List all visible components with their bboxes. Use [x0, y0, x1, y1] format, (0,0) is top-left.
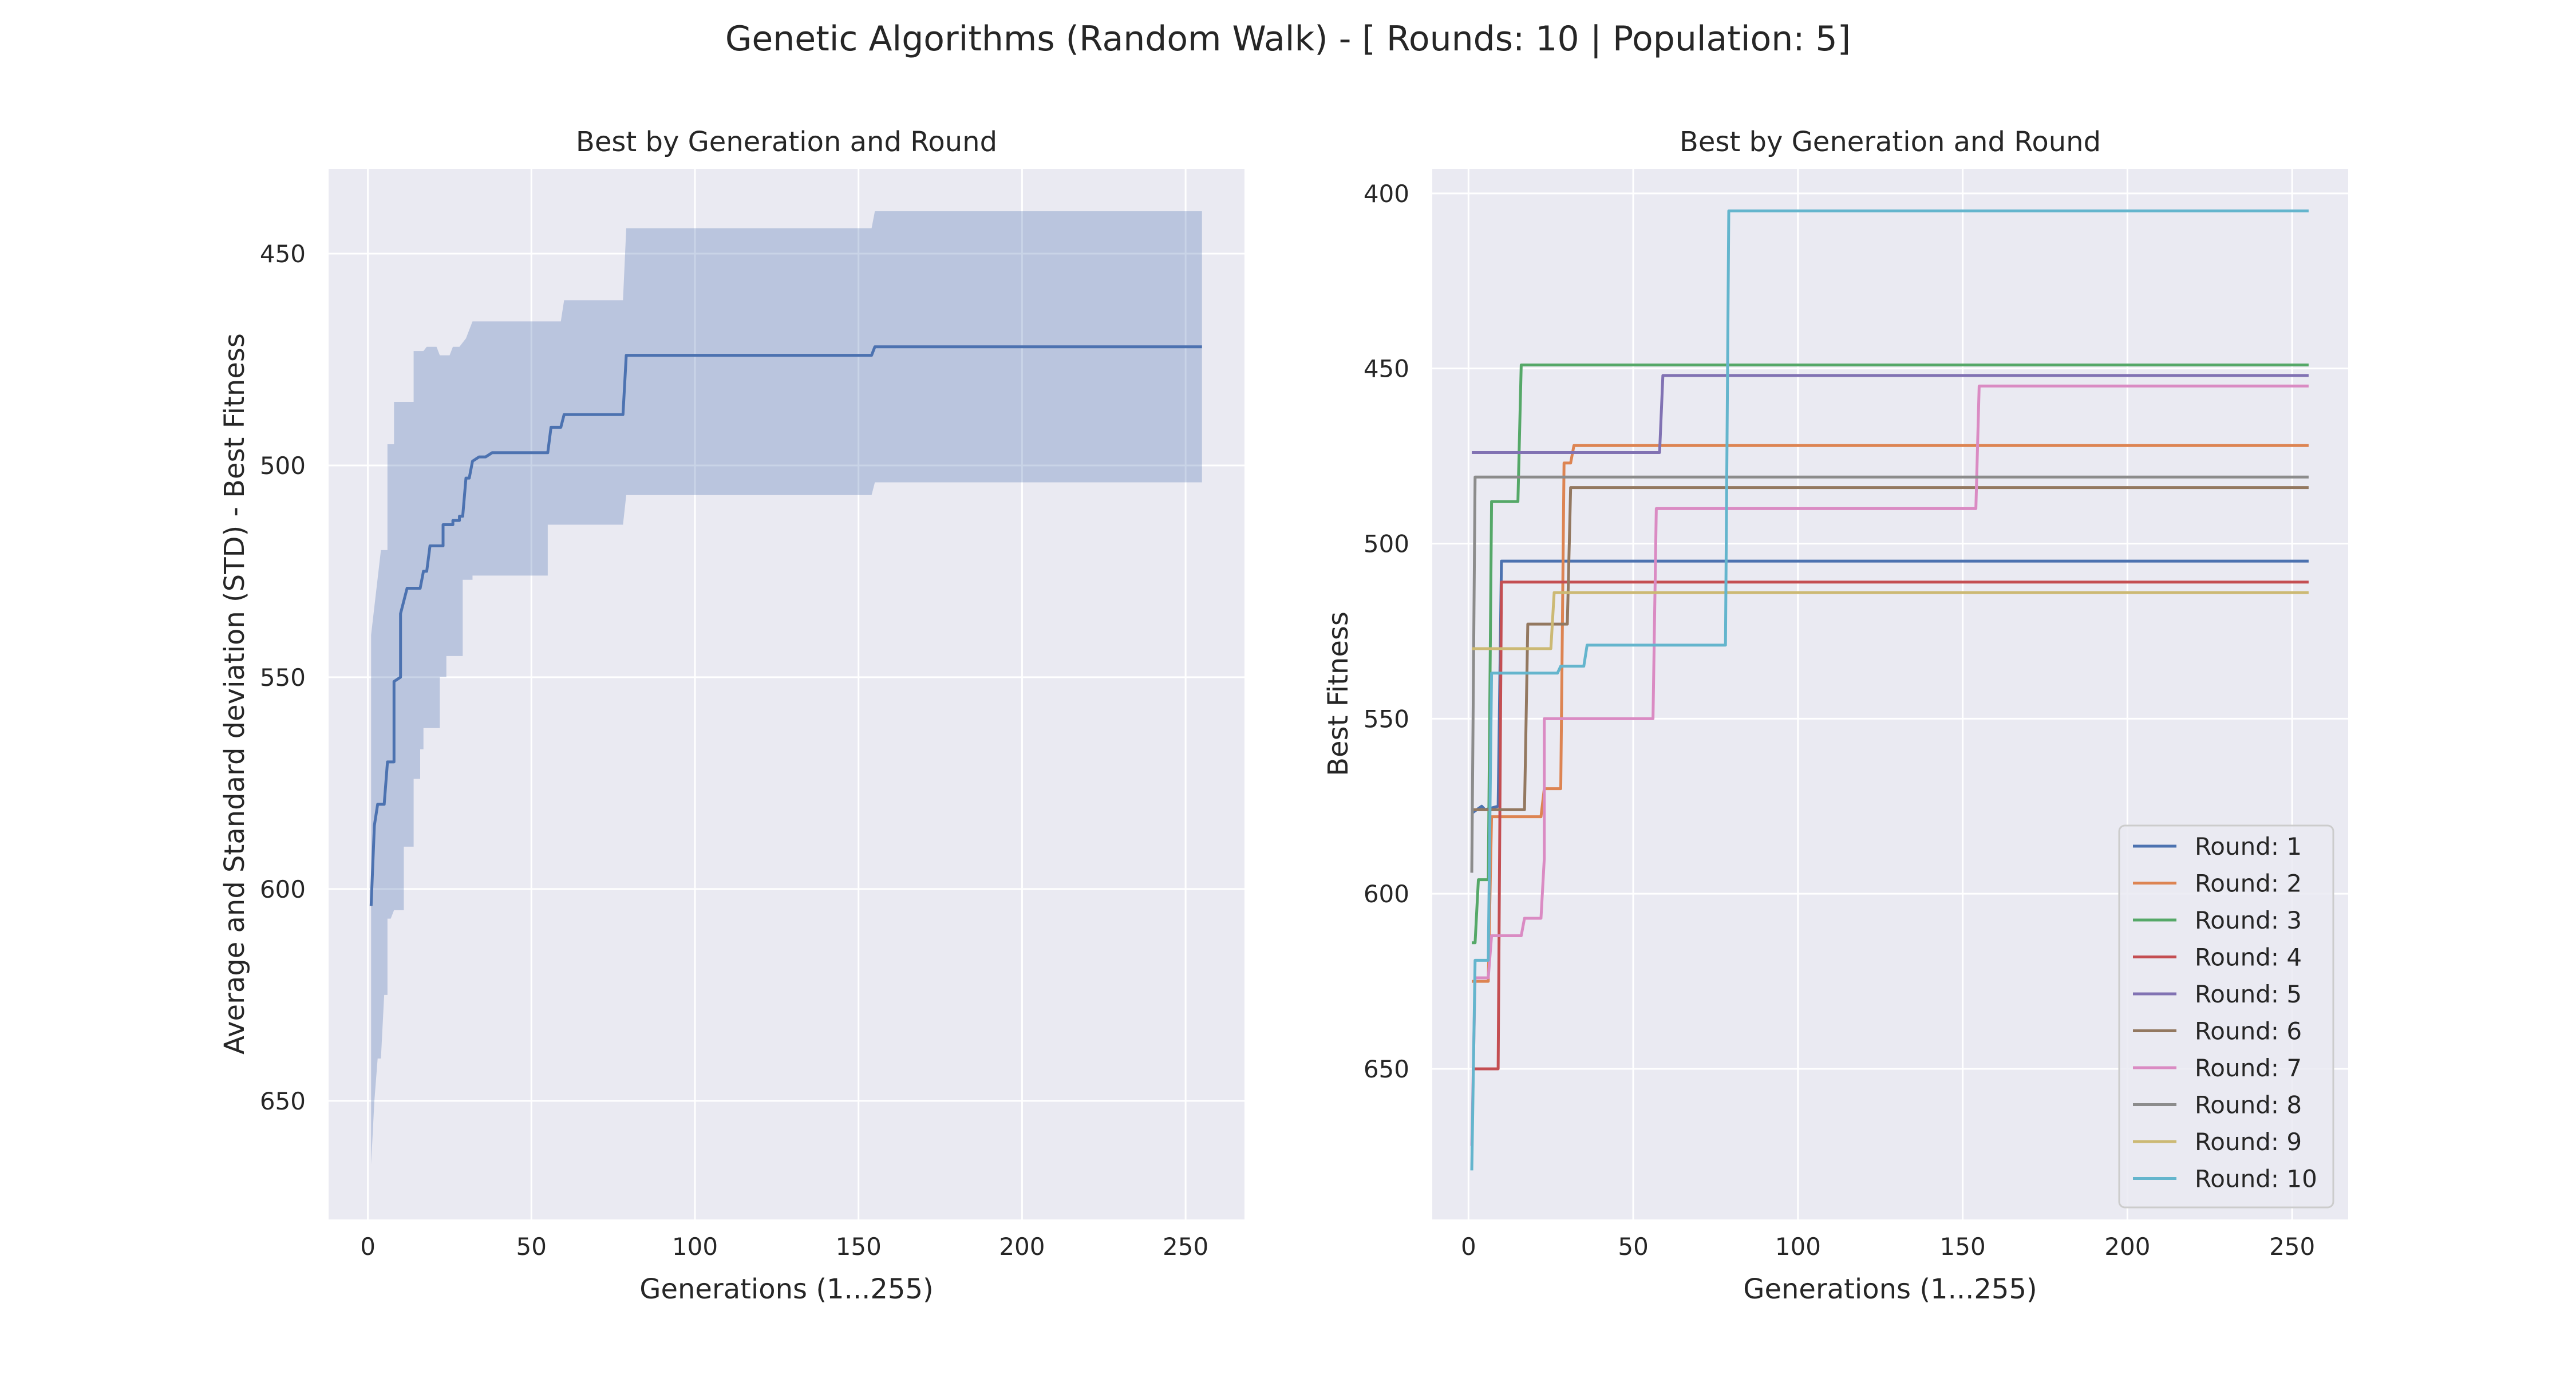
chart-left: 0 50 100 150 200 250 450 500 550 600 650 Best by … [219, 126, 1244, 1305]
right-y-tick-label: 600 [1364, 880, 1409, 908]
right-x-tick-label: 250 [2269, 1233, 2315, 1261]
left-std-band [371, 211, 1202, 1164]
right-x-tick-label: 200 [2104, 1233, 2150, 1261]
left-y-tick-label: 600 [260, 875, 306, 903]
right-series-round-10 [1470, 209, 2309, 1171]
right-x-tick-label: 150 [1940, 1233, 1986, 1261]
legend-entry-round-4: Round: 4 [2133, 943, 2302, 972]
legend-entry-round-7: Round: 7 [2133, 1054, 2302, 1082]
left-std-band-layer [371, 211, 1202, 1164]
right-series-round-1 [1471, 559, 2309, 815]
right-series-round-4 [1472, 581, 2309, 1071]
legend-entry-round-5: Round: 5 [2133, 980, 2302, 1008]
right-y-tick-label: 550 [1364, 705, 1409, 733]
legend-label: Round: 6 [2195, 1017, 2302, 1045]
left-x-tick-labels: 0 50 100 150 200 250 [360, 1233, 1208, 1261]
left-x-tick-label: 0 [360, 1233, 376, 1261]
right-y-tick-labels: 400 450 500 550 600 650 [1364, 180, 1409, 1083]
right-series-round-3 [1472, 364, 2309, 945]
left-y-tick-label: 500 [260, 452, 306, 480]
right-series-round-6 [1472, 486, 2309, 811]
right-series-round-9 [1472, 591, 2309, 650]
left-x-tick-label: 150 [836, 1233, 882, 1261]
legend-entry-round-2: Round: 2 [2133, 870, 2302, 898]
left-y-tick-label: 550 [260, 664, 306, 692]
left-plot-area [329, 169, 1244, 1219]
right-x-tick-labels: 0 50 100 150 200 250 [1461, 1233, 2315, 1261]
legend-entry-round-10: Round: 10 [2133, 1165, 2317, 1193]
legend-label: Round: 10 [2195, 1165, 2317, 1193]
right-y-tick-label: 500 [1364, 530, 1409, 558]
left-mean-line [369, 345, 1202, 906]
legend-label: Round: 3 [2195, 906, 2302, 934]
left-x-tick-label: 50 [516, 1233, 547, 1261]
legend-entry-round-1: Round: 1 [2133, 832, 2302, 860]
right-y-axis-label: Best Fitness [1322, 611, 1354, 776]
legend-entry-round-6: Round: 6 [2133, 1017, 2302, 1045]
legend-label: Round: 2 [2195, 870, 2302, 898]
right-y-tick-label: 450 [1364, 355, 1409, 383]
right-chart-title: Best by Generation and Round [1680, 126, 2101, 158]
legend-entry-round-9: Round: 9 [2133, 1128, 2302, 1156]
left-mean-line-layer [369, 345, 1202, 906]
left-y-tick-label: 650 [260, 1087, 306, 1115]
right-y-tick-label: 400 [1364, 180, 1409, 208]
right-x-tick-label: 0 [1461, 1233, 1476, 1261]
left-chart-title: Best by Generation and Round [576, 126, 997, 158]
left-y-tick-labels: 450 500 550 600 650 [260, 240, 306, 1115]
right-y-tick-label: 650 [1364, 1055, 1409, 1083]
right-series-round-8 [1470, 475, 2309, 873]
right-x-tick-label: 50 [1618, 1233, 1648, 1261]
legend-label: Round: 4 [2195, 943, 2302, 972]
legend: Round: 1 Round: 2 Round: 3 Round: 4 Round: 5… [2118, 824, 2334, 1209]
legend-entry-round-8: Round: 8 [2133, 1091, 2302, 1119]
left-y-axis-label: Average and Standard deviation (STD) - B… [219, 333, 251, 1055]
legend-label: Round: 5 [2195, 980, 2302, 1008]
left-x-tick-label: 250 [1163, 1233, 1208, 1261]
right-x-axis-label: Generations (1...255) [1743, 1273, 2037, 1305]
right-series-round-7 [1470, 384, 2309, 1146]
legend-entry-round-3: Round: 3 [2133, 906, 2302, 934]
legend-label: Round: 7 [2195, 1054, 2302, 1082]
left-x-tick-label: 100 [672, 1233, 718, 1261]
left-x-tick-label: 200 [999, 1233, 1045, 1261]
chart-right: 0 50 100 150 200 250 400 450 500 550 600 650 Best … [1322, 126, 2348, 1305]
left-gridlines [329, 169, 1244, 1219]
right-series-round-5 [1472, 374, 2309, 454]
right-x-tick-label: 100 [1775, 1233, 1821, 1261]
right-series-lines [1470, 209, 2309, 1171]
left-x-axis-label: Generations (1...255) [639, 1273, 933, 1305]
figure-title: Genetic Algorithms (Random Walk) - [ Rou… [725, 19, 1851, 59]
legend-label: Round: 8 [2195, 1091, 2302, 1119]
legend-label: Round: 9 [2195, 1128, 2302, 1156]
left-y-tick-label: 450 [260, 240, 306, 268]
legend-label: Round: 1 [2195, 832, 2302, 860]
